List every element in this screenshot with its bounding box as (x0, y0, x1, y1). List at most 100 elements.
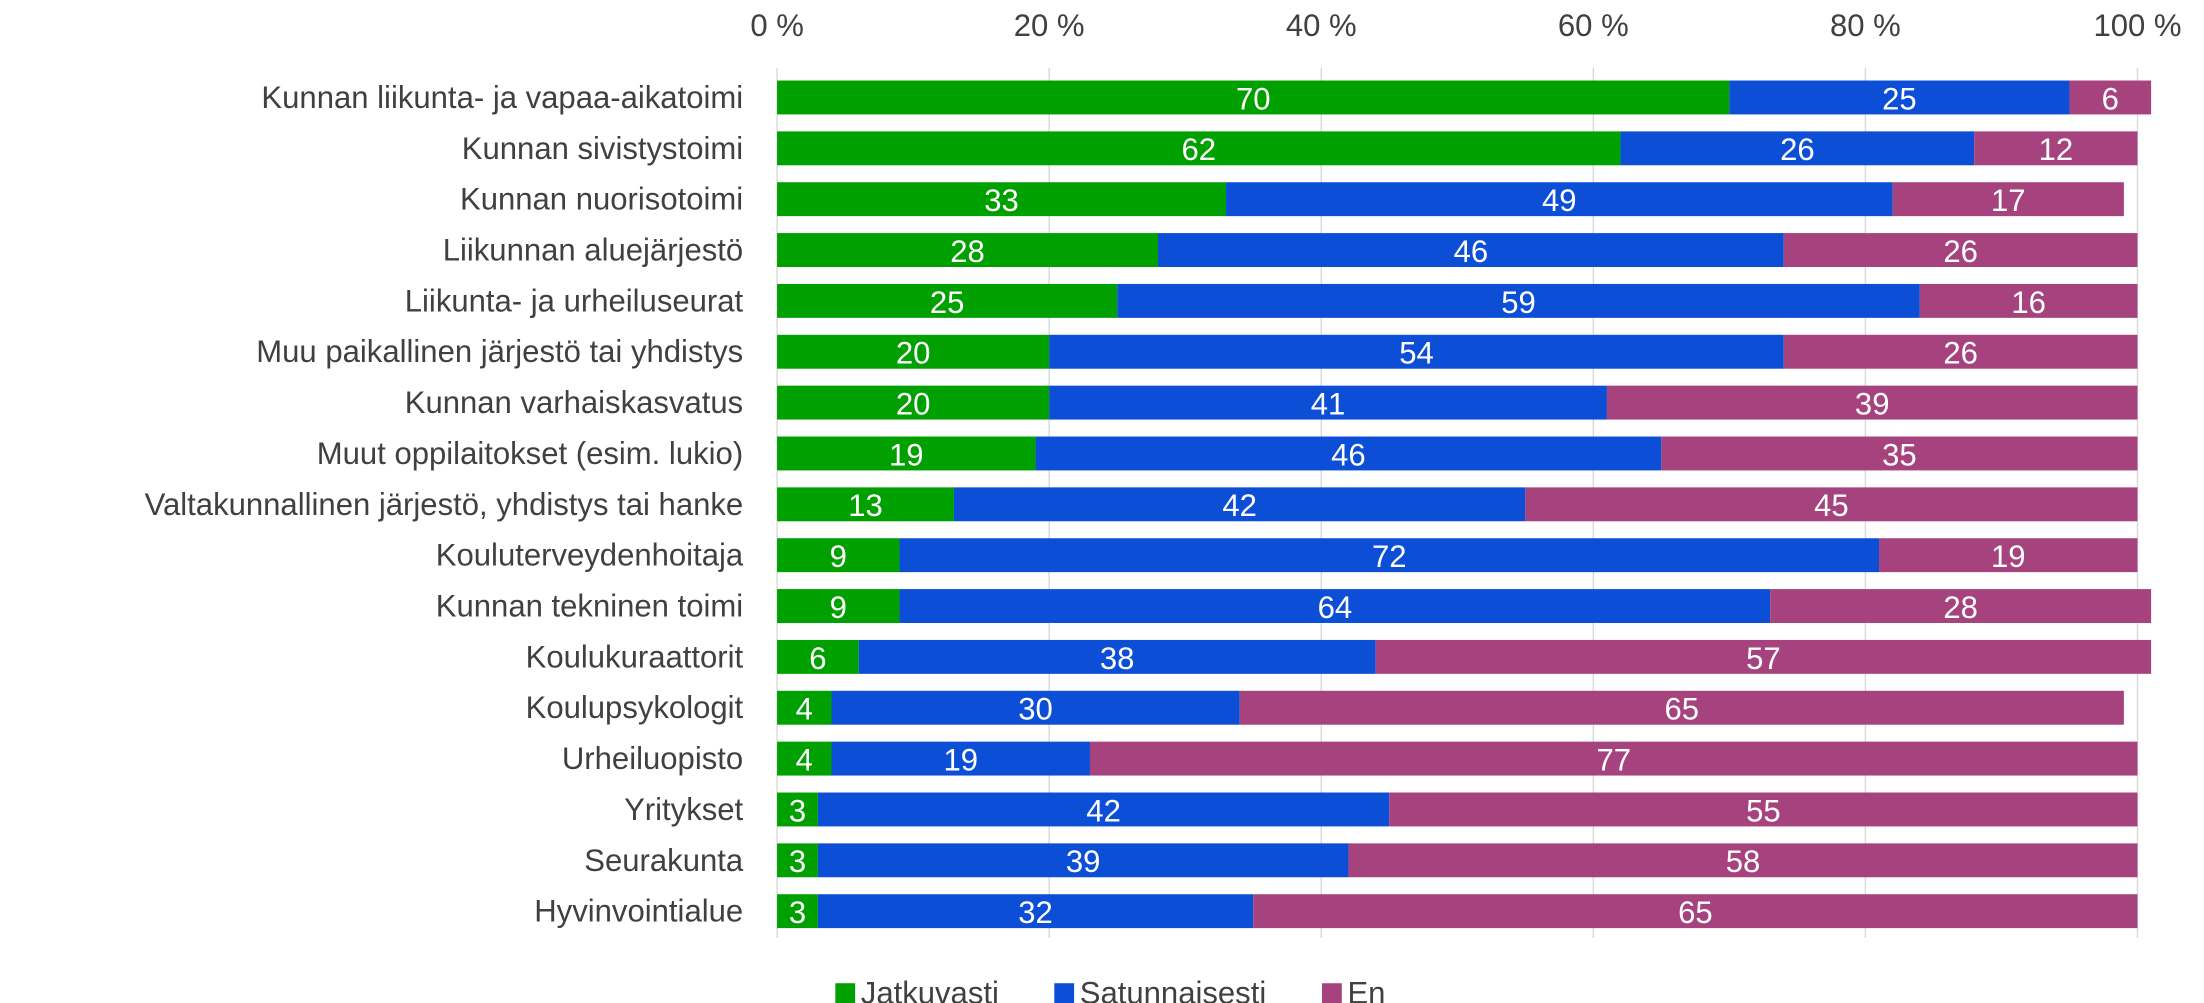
bar-segment (2069, 80, 2152, 115)
value-label: 6 (809, 641, 826, 676)
y-tick-label: Valtakunnallinen järjestö, yhdistys tai … (145, 487, 744, 522)
bar-segment (899, 589, 1771, 623)
x-tick-label: 0 % (750, 8, 804, 43)
bar-segment (1770, 589, 2152, 623)
bar-segment (1729, 80, 2070, 115)
value-label: 19 (943, 743, 978, 778)
y-tick-label: Liikunta- ja urheiluseurat (405, 283, 744, 318)
bar-segment (777, 182, 1227, 217)
bar-segment (1117, 283, 1920, 318)
bar-segment (777, 233, 1158, 267)
y-tick-label: Muu paikallinen järjestö tai yhdistys (256, 334, 743, 369)
bar-segment (831, 690, 1240, 725)
bar-segment (953, 487, 1526, 522)
y-tick-label: Kunnan sivistystoimi (462, 131, 743, 166)
bar-segment (1239, 690, 2124, 725)
bar-segment (1974, 131, 2138, 166)
value-label: 65 (1678, 895, 1713, 930)
bar-segment (777, 385, 1050, 420)
bar-segment (777, 80, 1730, 115)
y-tick-label: Kunnan nuorisotoimi (460, 182, 743, 217)
legend-swatch (1322, 983, 1342, 1003)
x-tick-label: 20 % (1014, 8, 1085, 43)
bar-segment (1892, 182, 2124, 217)
value-label: 28 (1943, 590, 1978, 625)
bar-segment (817, 843, 1349, 878)
bar-segment (1606, 385, 2138, 420)
value-label: 26 (1943, 234, 1978, 269)
bar-segment (1879, 538, 2138, 573)
bar-segment (777, 487, 954, 522)
bar-segment (817, 792, 1390, 827)
bar-segment (1089, 741, 2138, 776)
value-label: 77 (1596, 743, 1631, 778)
bar-segment (777, 792, 818, 827)
bar-segment (777, 334, 1050, 369)
value-label: 13 (848, 488, 883, 523)
value-label: 49 (1542, 183, 1577, 218)
x-tick-label: 100 % (2093, 8, 2181, 43)
bar-segment (1157, 233, 1784, 267)
bar-segment (777, 131, 1621, 166)
y-tick-label: Hyvinvointialue (534, 894, 743, 929)
value-label: 20 (896, 336, 931, 371)
value-label: 26 (1943, 336, 1978, 371)
bar-segment (1253, 894, 2138, 929)
bar-segment (1919, 283, 2138, 318)
value-label: 25 (930, 285, 965, 320)
bar-segment (1348, 843, 2138, 878)
value-label: 55 (1746, 793, 1781, 828)
bar-segment (1049, 385, 1607, 420)
bar-segment (858, 639, 1376, 674)
y-tick-label: Kunnan liikunta- ja vapaa-aikatoimi (261, 80, 743, 115)
value-label: 46 (1331, 437, 1366, 472)
bar-segment (1661, 436, 2138, 471)
y-tick-label: Koulukuraattorit (526, 639, 744, 674)
value-label: 28 (950, 234, 985, 269)
value-label: 6 (2102, 81, 2119, 116)
legend-swatch (1054, 983, 1075, 1003)
x-tick-label: 80 % (1830, 8, 1901, 43)
value-label: 42 (1222, 488, 1257, 523)
value-label: 32 (1018, 895, 1053, 930)
y-tick-label: Seurakunta (584, 843, 744, 878)
bar-segment (777, 589, 900, 623)
value-label: 3 (789, 793, 806, 828)
legend-label: Satunnaisesti (1080, 976, 1267, 1003)
value-label: 16 (2011, 285, 2046, 320)
y-tick-label: Yritykset (624, 792, 743, 827)
value-label: 35 (1882, 437, 1917, 472)
bar-segment (777, 843, 818, 878)
y-tick-label: Kunnan varhaiskasvatus (405, 385, 743, 420)
value-label: 41 (1311, 387, 1346, 422)
bar-segment (817, 894, 1254, 929)
y-tick-label: Muut oppilaitokset (esim. lukio) (317, 436, 743, 471)
value-label: 39 (1066, 844, 1101, 879)
bar-segment (1035, 436, 1662, 471)
value-label: 19 (1991, 539, 2026, 574)
bar-segment (1525, 487, 2138, 522)
value-label: 54 (1399, 336, 1434, 371)
value-label: 30 (1018, 692, 1053, 727)
bar-segment (1783, 233, 2138, 267)
legend-swatch (835, 983, 856, 1003)
value-label: 64 (1318, 590, 1353, 625)
value-label: 9 (830, 539, 847, 574)
value-label: 3 (789, 844, 806, 879)
value-label: 25 (1882, 81, 1917, 116)
bar-segment (1226, 182, 1893, 217)
y-tick-label: Koulupsykologit (526, 690, 744, 725)
y-tick-label: Kunnan tekninen toimi (436, 589, 743, 624)
value-label: 72 (1372, 539, 1407, 574)
y-tick-label: Liikunnan aluejärjestö (443, 233, 743, 268)
bar-segment (777, 538, 900, 573)
value-label: 58 (1726, 844, 1761, 879)
value-label: 12 (2039, 132, 2074, 167)
value-label: 19 (889, 437, 924, 472)
value-label: 33 (984, 183, 1019, 218)
value-label: 45 (1814, 488, 1849, 523)
value-label: 4 (796, 743, 813, 778)
value-label: 70 (1236, 81, 1271, 116)
bar-segment (777, 639, 859, 674)
